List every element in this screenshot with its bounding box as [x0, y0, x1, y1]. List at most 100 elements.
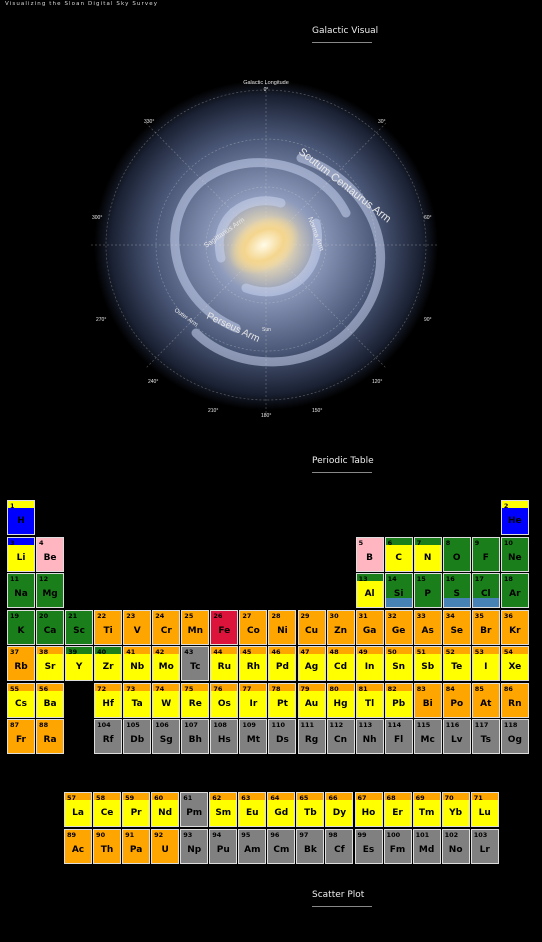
- element-cell[interactable]: 16 S: [442, 573, 471, 608]
- element-cell[interactable]: 104 Rf: [94, 719, 123, 754]
- element-cell[interactable]: 115 Mc: [413, 719, 442, 754]
- element-cell[interactable]: 75 Re: [181, 683, 210, 718]
- element-cell[interactable]: 26 Fe: [210, 610, 239, 645]
- element-cell[interactable]: 100 Fm: [383, 829, 412, 864]
- element-cell[interactable]: 53 I: [471, 646, 500, 681]
- element-cell[interactable]: 118 Og: [500, 719, 529, 754]
- element-cell[interactable]: 44 Ru: [210, 646, 239, 681]
- element-cell[interactable]: 89 Ac: [64, 829, 92, 864]
- element-cell[interactable]: 95 Am: [238, 829, 267, 864]
- element-cell[interactable]: 56 Ba: [36, 683, 65, 718]
- element-cell[interactable]: 81 Tl: [355, 683, 384, 718]
- element-cell[interactable]: 82 Pb: [384, 683, 413, 718]
- element-cell[interactable]: 112 Cn: [326, 719, 355, 754]
- element-cell[interactable]: 70 Yb: [441, 792, 470, 827]
- element-cell[interactable]: 50 Sn: [384, 646, 413, 681]
- element-cell[interactable]: 12 Mg: [36, 573, 65, 608]
- element-cell[interactable]: 88 Ra: [36, 719, 65, 754]
- element-cell[interactable]: 62 Sm: [209, 792, 238, 827]
- element-cell[interactable]: 65 Tb: [296, 792, 325, 827]
- element-cell[interactable]: 29 Cu: [297, 610, 326, 645]
- element-cell[interactable]: 117 Ts: [471, 719, 500, 754]
- element-cell[interactable]: 57 La: [64, 792, 92, 827]
- element-cell[interactable]: 73 Ta: [123, 683, 152, 718]
- element-cell[interactable]: 67 Ho: [354, 792, 383, 827]
- element-cell[interactable]: 72 Hf: [94, 683, 123, 718]
- element-cell[interactable]: 17 Cl: [471, 573, 500, 608]
- element-cell[interactable]: 101 Md: [412, 829, 441, 864]
- element-cell[interactable]: 55 Cs: [7, 683, 35, 718]
- element-cell[interactable]: 66 Dy: [325, 792, 354, 827]
- element-cell[interactable]: 64 Gd: [267, 792, 296, 827]
- element-cell[interactable]: 54 Xe: [500, 646, 529, 681]
- element-cell[interactable]: 94 Pu: [209, 829, 238, 864]
- element-cell[interactable]: 99 Es: [354, 829, 383, 864]
- element-cell[interactable]: 77 Ir: [239, 683, 268, 718]
- element-cell[interactable]: 15 P: [413, 573, 442, 608]
- element-cell[interactable]: 85 At: [471, 683, 500, 718]
- element-cell[interactable]: 116 Lv: [442, 719, 471, 754]
- element-cell[interactable]: 63 Eu: [238, 792, 267, 827]
- element-cell[interactable]: 27 Co: [239, 610, 268, 645]
- element-cell[interactable]: 22 Ti: [94, 610, 123, 645]
- element-cell[interactable]: 59 Pr: [122, 792, 151, 827]
- element-cell[interactable]: 80 Hg: [326, 683, 355, 718]
- element-cell[interactable]: 79 Au: [297, 683, 326, 718]
- element-cell[interactable]: 25 Mn: [181, 610, 210, 645]
- element-cell[interactable]: 33 As: [413, 610, 442, 645]
- element-cell[interactable]: 98 Cf: [325, 829, 354, 864]
- element-cell[interactable]: 45 Rh: [239, 646, 268, 681]
- element-cell[interactable]: 37 Rb: [7, 646, 35, 681]
- element-cell[interactable]: 20 Ca: [36, 610, 65, 645]
- element-cell[interactable]: 110 Ds: [268, 719, 297, 754]
- element-cell[interactable]: 91 Pa: [122, 829, 151, 864]
- element-cell[interactable]: 71 Lu: [470, 792, 499, 827]
- element-cell[interactable]: 48 Cd: [326, 646, 355, 681]
- element-cell[interactable]: 113 Nh: [355, 719, 384, 754]
- element-cell[interactable]: 84 Po: [442, 683, 471, 718]
- element-cell[interactable]: 51 Sb: [413, 646, 442, 681]
- element-cell[interactable]: 90 Th: [93, 829, 122, 864]
- element-cell[interactable]: 83 Bi: [413, 683, 442, 718]
- element-cell[interactable]: 21 Sc: [65, 610, 94, 645]
- element-cell[interactable]: 111 Rg: [297, 719, 326, 754]
- element-cell[interactable]: 43 Tc: [181, 646, 210, 681]
- element-cell[interactable]: 87 Fr: [7, 719, 35, 754]
- element-cell[interactable]: 78 Pt: [268, 683, 297, 718]
- element-cell[interactable]: 74 W: [152, 683, 181, 718]
- element-cell[interactable]: 41 Nb: [123, 646, 152, 681]
- element-cell[interactable]: 103 Lr: [470, 829, 499, 864]
- element-cell[interactable]: 47 Ag: [297, 646, 326, 681]
- element-cell[interactable]: 108 Hs: [210, 719, 239, 754]
- element-cell[interactable]: 96 Cm: [267, 829, 296, 864]
- element-cell[interactable]: 38 Sr: [36, 646, 65, 681]
- element-cell[interactable]: 13 Al: [355, 573, 384, 608]
- element-cell[interactable]: 19 K: [7, 610, 35, 645]
- element-cell[interactable]: 61 Pm: [180, 792, 209, 827]
- element-cell[interactable]: 105 Db: [123, 719, 152, 754]
- element-cell[interactable]: 11 Na: [7, 573, 35, 608]
- element-cell[interactable]: 60 Nd: [151, 792, 180, 827]
- element-cell[interactable]: 31 Ga: [355, 610, 384, 645]
- element-cell[interactable]: 102 No: [441, 829, 470, 864]
- element-cell[interactable]: 28 Ni: [268, 610, 297, 645]
- element-cell[interactable]: 36 Kr: [500, 610, 529, 645]
- element-cell[interactable]: 69 Tm: [412, 792, 441, 827]
- element-cell[interactable]: 114 Fl: [384, 719, 413, 754]
- element-cell[interactable]: 76 Os: [210, 683, 239, 718]
- element-cell[interactable]: 68 Er: [383, 792, 412, 827]
- element-cell[interactable]: 97 Bk: [296, 829, 325, 864]
- galaxy-image[interactable]: Galactic Longitude 0° Scutum Centaurus A…: [86, 73, 444, 423]
- element-cell[interactable]: 10 Ne: [500, 537, 529, 572]
- element-cell[interactable]: 3 Li: [7, 537, 35, 572]
- element-cell[interactable]: 35 Br: [471, 610, 500, 645]
- element-cell[interactable]: 93 Np: [180, 829, 209, 864]
- element-cell[interactable]: 58 Ce: [93, 792, 122, 827]
- element-cell[interactable]: 42 Mo: [152, 646, 181, 681]
